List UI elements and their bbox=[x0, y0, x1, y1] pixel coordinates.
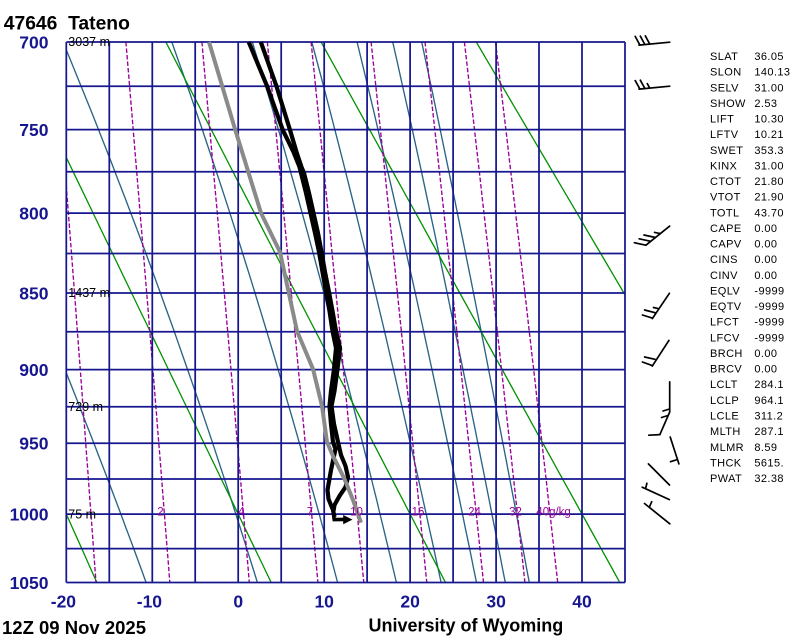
svg-text:21.80: 21.80 bbox=[754, 176, 784, 188]
svg-text:-9999: -9999 bbox=[754, 286, 784, 298]
svg-text:BRCV: BRCV bbox=[710, 364, 742, 376]
svg-text:21.90: 21.90 bbox=[754, 192, 784, 204]
svg-text:10: 10 bbox=[314, 591, 334, 611]
svg-text:1050: 1050 bbox=[10, 573, 49, 593]
svg-text:CAPV: CAPV bbox=[710, 239, 742, 251]
svg-text:VTOT: VTOT bbox=[710, 192, 741, 204]
svg-text:-9999: -9999 bbox=[754, 332, 784, 344]
svg-text:284.1: 284.1 bbox=[754, 379, 784, 391]
svg-text:LFCV: LFCV bbox=[710, 332, 740, 344]
svg-text:0.00: 0.00 bbox=[754, 254, 777, 266]
svg-text:964.1: 964.1 bbox=[754, 395, 784, 407]
svg-text:31.00: 31.00 bbox=[754, 160, 784, 172]
svg-text:KINX: KINX bbox=[710, 160, 738, 172]
svg-text:31.00: 31.00 bbox=[754, 82, 784, 94]
svg-text:-9999: -9999 bbox=[754, 317, 784, 329]
svg-text:36.05: 36.05 bbox=[754, 51, 784, 63]
svg-text:0: 0 bbox=[233, 591, 243, 611]
svg-text:-9999: -9999 bbox=[754, 301, 784, 313]
svg-text:950: 950 bbox=[19, 434, 48, 454]
svg-text:CINV: CINV bbox=[710, 270, 738, 282]
svg-text:University of Wyoming: University of Wyoming bbox=[369, 615, 564, 635]
svg-text:3037 m: 3037 m bbox=[68, 35, 110, 49]
svg-text:10: 10 bbox=[350, 507, 363, 519]
svg-text:CINS: CINS bbox=[710, 254, 738, 266]
svg-text:287.1: 287.1 bbox=[754, 426, 784, 438]
svg-text:8.59: 8.59 bbox=[754, 442, 777, 454]
svg-text:0.00: 0.00 bbox=[754, 270, 777, 282]
svg-text:2: 2 bbox=[157, 507, 163, 519]
svg-text:16: 16 bbox=[412, 507, 425, 519]
svg-text:0.00: 0.00 bbox=[754, 364, 777, 376]
svg-text:CTOT: CTOT bbox=[710, 176, 741, 188]
svg-text:32: 32 bbox=[509, 507, 522, 519]
svg-text:40: 40 bbox=[572, 591, 592, 611]
svg-text:TOTL: TOTL bbox=[710, 207, 740, 219]
svg-text:LCLT: LCLT bbox=[710, 379, 738, 391]
svg-text:-10: -10 bbox=[137, 591, 163, 611]
svg-text:PWAT: PWAT bbox=[710, 473, 742, 485]
svg-text:LFCT: LFCT bbox=[710, 317, 739, 329]
svg-text:700: 700 bbox=[19, 32, 48, 52]
svg-text:12Z 09 Nov 2025: 12Z 09 Nov 2025 bbox=[2, 617, 146, 638]
svg-text:0.00: 0.00 bbox=[754, 239, 777, 251]
svg-text:750: 750 bbox=[19, 120, 48, 140]
svg-text:5615.: 5615. bbox=[754, 457, 784, 469]
svg-text:311.2: 311.2 bbox=[754, 411, 783, 423]
svg-text:CAPE: CAPE bbox=[710, 223, 742, 235]
svg-text:EQLV: EQLV bbox=[710, 286, 740, 298]
svg-text:0.00: 0.00 bbox=[754, 348, 777, 360]
svg-text:MLTH: MLTH bbox=[710, 426, 741, 438]
svg-text:7: 7 bbox=[307, 507, 313, 519]
svg-text:900: 900 bbox=[19, 360, 48, 380]
svg-text:LCLE: LCLE bbox=[710, 411, 739, 423]
svg-text:BRCH: BRCH bbox=[710, 348, 743, 360]
svg-text:LCLP: LCLP bbox=[710, 395, 739, 407]
svg-text:10.30: 10.30 bbox=[754, 114, 784, 126]
svg-text:SLON: SLON bbox=[710, 67, 742, 79]
svg-text:353.3: 353.3 bbox=[754, 145, 784, 157]
svg-text:SLAT: SLAT bbox=[710, 51, 738, 63]
svg-text:47646 Tateno: 47646 Tateno bbox=[4, 14, 130, 35]
svg-text:30: 30 bbox=[486, 591, 506, 611]
svg-text:75 m: 75 m bbox=[68, 507, 96, 521]
svg-text:32.38: 32.38 bbox=[754, 473, 784, 485]
svg-text:43.70: 43.70 bbox=[754, 207, 784, 219]
svg-text:2.53: 2.53 bbox=[754, 98, 777, 110]
svg-text:0.00: 0.00 bbox=[754, 223, 777, 235]
svg-text:SELV: SELV bbox=[710, 82, 739, 94]
svg-text:MLMR: MLMR bbox=[710, 442, 744, 454]
svg-text:850: 850 bbox=[19, 283, 48, 303]
svg-text:140.13: 140.13 bbox=[754, 67, 790, 79]
svg-text:40g/kg: 40g/kg bbox=[536, 507, 571, 519]
svg-text:1000: 1000 bbox=[10, 504, 49, 524]
svg-text:1437 m: 1437 m bbox=[68, 286, 110, 300]
svg-text:SHOW: SHOW bbox=[710, 98, 746, 110]
svg-text:SWET: SWET bbox=[710, 145, 743, 157]
svg-text:729 m: 729 m bbox=[68, 400, 103, 414]
svg-text:-20: -20 bbox=[51, 591, 77, 611]
svg-text:EQTV: EQTV bbox=[710, 301, 742, 313]
svg-text:800: 800 bbox=[19, 203, 48, 223]
svg-text:20: 20 bbox=[400, 591, 420, 611]
svg-text:24: 24 bbox=[468, 507, 481, 519]
svg-text:LIFT: LIFT bbox=[710, 114, 734, 126]
svg-text:10.21: 10.21 bbox=[754, 129, 784, 141]
svg-text:LFTV: LFTV bbox=[710, 129, 739, 141]
svg-text:4: 4 bbox=[238, 507, 245, 519]
svg-text:THCK: THCK bbox=[710, 457, 742, 469]
